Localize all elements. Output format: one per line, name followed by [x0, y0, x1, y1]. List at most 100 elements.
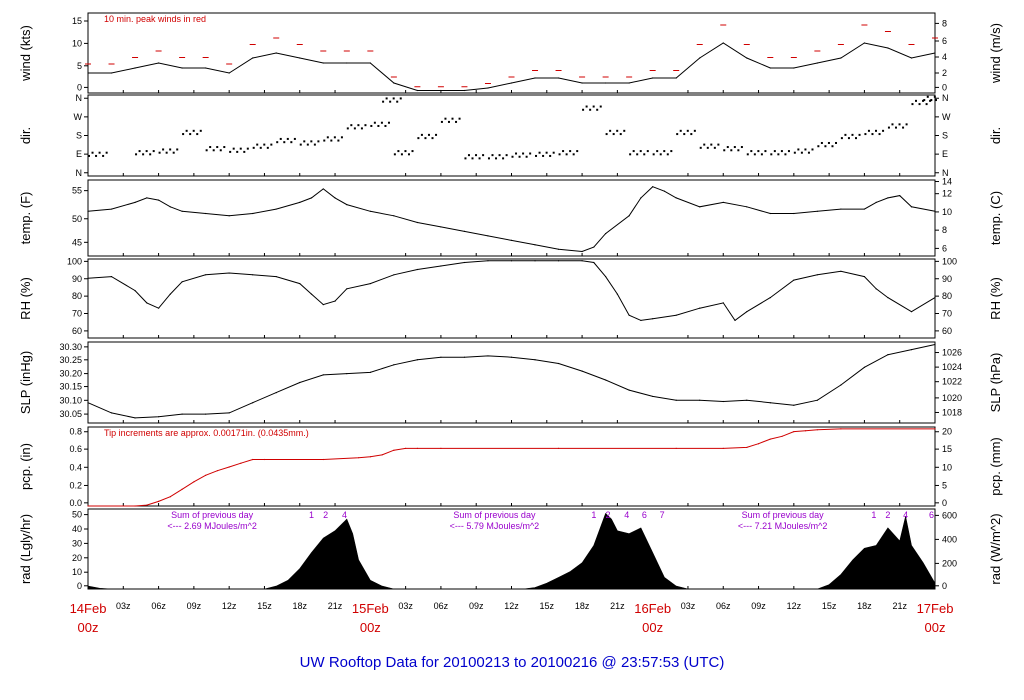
slp-data-point [228, 412, 230, 414]
dir-data-point [498, 154, 501, 157]
dir-data-point [290, 141, 293, 144]
pcp-data-point [216, 470, 219, 472]
temp-data-point [793, 212, 795, 215]
dir-data-point [182, 133, 185, 136]
dir-data-point [875, 129, 878, 132]
dir-data-point [467, 154, 470, 157]
wind-data-point [346, 62, 348, 64]
rad-marker-label: 1 [309, 510, 314, 520]
x-hour-label: 18z [857, 601, 872, 611]
dir-data-point [905, 123, 908, 126]
dir-data-point [582, 108, 585, 111]
dir-data-point [364, 124, 367, 127]
dir-data-point [572, 153, 575, 156]
temp-data-point [746, 206, 748, 208]
rad-marker-label: 1 [591, 510, 596, 520]
dir-data-point [915, 99, 918, 102]
pcp-right-label: pcp. (mm) [988, 437, 1003, 496]
slp-right-tick-label: 1018 [942, 407, 962, 417]
rh-data-point [134, 290, 136, 292]
pcp-left-tick-label: 0.2 [69, 480, 82, 490]
dir-data-point [417, 137, 420, 140]
x-hour-label: 09z [751, 601, 766, 611]
pcp-frame [87, 426, 936, 507]
dir-data-point [522, 152, 525, 155]
slp-data-point [840, 384, 842, 386]
wind-left-tick-label: 10 [72, 38, 82, 48]
dir-data-point [232, 147, 235, 150]
temp-data-point [463, 230, 466, 233]
dir-data-point [464, 157, 467, 160]
temp-data-point [557, 248, 560, 250]
dir-data-point [370, 124, 373, 127]
wind-data-point [299, 57, 301, 59]
dir-data-point [935, 99, 937, 102]
rad-right-tick-label: 600 [942, 510, 957, 520]
pcp-data-point [263, 458, 266, 461]
dir-data-point [535, 154, 538, 157]
rh-data-point [393, 274, 395, 276]
x-hour-label: 03z [116, 601, 131, 611]
dir-data-point [723, 149, 726, 152]
pcp-data-point [675, 447, 677, 449]
rh-data-point [510, 260, 513, 262]
dir-data-point [286, 137, 289, 140]
pcp-data-point [369, 456, 371, 458]
dir-data-point [740, 146, 743, 149]
temp-data-point [416, 221, 418, 224]
slp-data-point [346, 373, 348, 375]
dir-data-point [330, 139, 333, 142]
dir-data-point [404, 150, 407, 153]
wind-data-point [605, 82, 607, 84]
slp-data-point [205, 413, 207, 415]
dir-data-point [283, 141, 286, 144]
dir-data-point [458, 117, 461, 120]
dir-data-point [585, 105, 588, 108]
slp-data-point [487, 355, 489, 357]
dir-data-point [518, 155, 521, 158]
rh-data-point [334, 300, 336, 302]
temp-data-point [369, 210, 371, 212]
slp-data-point [299, 381, 301, 384]
rh-data-point [299, 282, 301, 285]
dir-data-point [199, 129, 202, 132]
dir-data-point [639, 150, 642, 153]
dir-data-point [399, 97, 402, 100]
rh-right-tick-label: 90 [942, 274, 952, 284]
rh-data-point [534, 260, 536, 262]
dir-data-point [542, 154, 545, 157]
rh-left-tick-label: 70 [72, 309, 82, 319]
dir-data-point [629, 153, 632, 156]
x-hour-label: 12z [504, 601, 519, 611]
dir-data-point [340, 136, 343, 139]
dir-data-point [515, 152, 518, 155]
pcp-data-point [804, 430, 807, 432]
dir-data-point [172, 151, 175, 154]
dir-right-tick-label: S [942, 131, 948, 141]
pcp-left-tick-label: 0.0 [69, 498, 82, 508]
dir-data-point [353, 127, 356, 130]
dir-data-point [310, 140, 313, 143]
temp-data-point [899, 195, 901, 197]
dir-data-point [609, 129, 612, 132]
slp-data-point [463, 356, 466, 358]
dir-data-point [279, 137, 282, 140]
temp-data-point [275, 208, 277, 210]
pcp-data-point [393, 449, 395, 451]
x-day-date-label: 14Feb [70, 601, 107, 616]
wind-data-point [557, 77, 560, 79]
temp-left-tick-label: 55 [72, 186, 82, 196]
wind-data-point [510, 82, 513, 84]
wind-data-point [863, 42, 866, 44]
dir-data-point [780, 150, 783, 153]
x-day-date-label: 17Feb [917, 601, 954, 616]
rad-left-tick-label: 20 [72, 553, 82, 563]
x-hour-label: 09z [187, 601, 202, 611]
rad-right-tick-label: 200 [942, 558, 957, 568]
dir-data-point [713, 146, 716, 149]
dir-data-point [706, 146, 709, 149]
dir-data-point [871, 133, 874, 136]
temp-left-tick-label: 45 [72, 237, 82, 247]
dir-data-point [757, 150, 760, 153]
dir-data-point [670, 150, 673, 153]
